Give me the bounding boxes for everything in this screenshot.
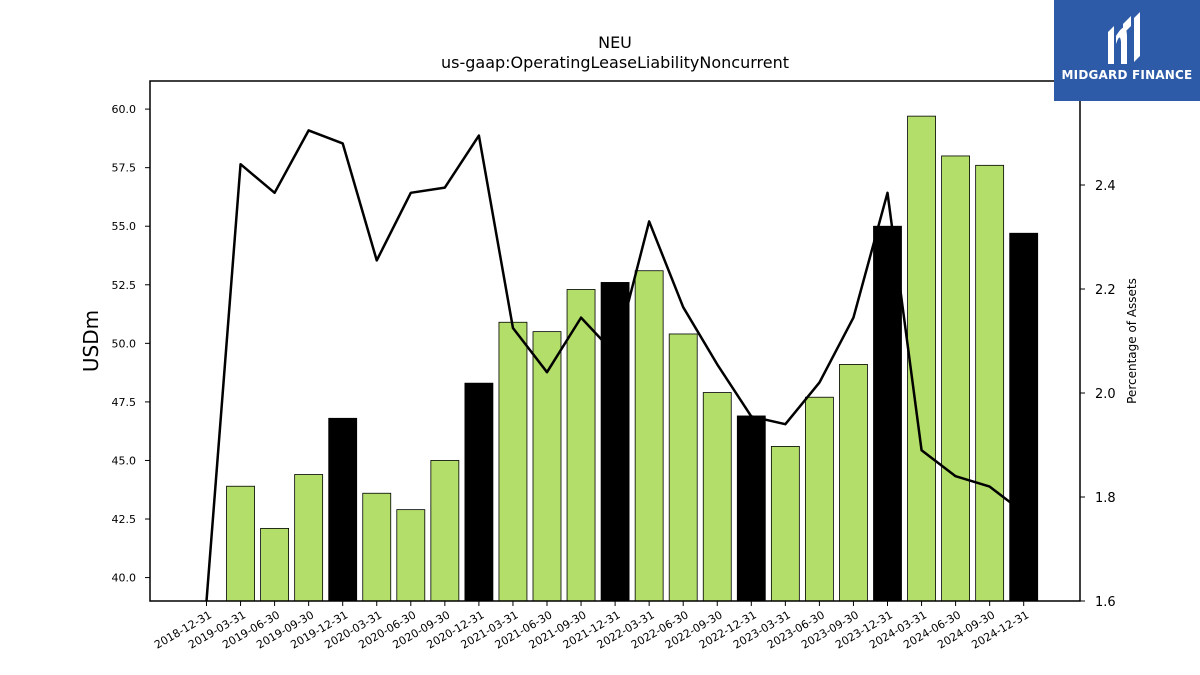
bar-2019-12-31 [328, 417, 358, 602]
y-tick-label: 52.5 [112, 279, 137, 292]
bar-2020-12-31 [464, 382, 494, 602]
bar-2024-09-30 [975, 164, 1005, 602]
chart-title: NEU [598, 33, 632, 52]
y2-axis-label: Percentage of Assets [1125, 278, 1139, 404]
bar-2024-06-30 [941, 155, 970, 602]
bar-2021-03-31 [498, 321, 528, 602]
y-tick-label: 47.5 [112, 396, 137, 409]
y-axis-label: USDm [79, 310, 103, 372]
bar-2022-06-30 [668, 333, 698, 602]
y-tick-label: 50.0 [112, 337, 137, 350]
y2-tick-label: 2.4 [1095, 179, 1116, 194]
y2-tick-label: 2.0 [1095, 387, 1116, 402]
bar-2019-03-31 [226, 485, 255, 602]
x-axis: 2018-12-312019-03-312019-06-302019-09-30… [152, 601, 1031, 652]
chart-subtitle: us-gaap:OperatingLeaseLiabilityNoncurren… [441, 53, 789, 72]
y2-tick-label: 1.6 [1095, 595, 1116, 610]
bar-2023-06-30 [805, 396, 834, 602]
bar-2022-12-31 [736, 415, 766, 602]
y-tick-label: 40.0 [112, 572, 137, 585]
bar-2023-03-31 [770, 446, 800, 602]
bar-2021-06-30 [532, 331, 562, 602]
bar-2024-12-31 [1009, 232, 1039, 602]
bar-2022-09-30 [702, 392, 732, 602]
y2-axis: 1.6 1.8 2.0 2.2 2.4 [1080, 179, 1116, 610]
y2-tick-label: 2.2 [1095, 283, 1116, 298]
bar-2020-03-31 [362, 492, 392, 602]
logo-text: MIDGARD FINANCE [1061, 68, 1193, 82]
y-tick-label: 42.5 [112, 513, 137, 526]
y-tick-label: 60.0 [112, 103, 137, 116]
y-tick-label: 55.0 [112, 220, 137, 233]
y2-tick-label: 1.8 [1095, 491, 1116, 506]
bars-layer [226, 115, 1039, 602]
bar-2019-06-30 [260, 527, 290, 602]
bar-2022-03-31 [634, 270, 664, 602]
y-axis: 40.0 42.5 45.0 47.5 50.0 52.5 55.0 57.5 60.0 [112, 103, 150, 585]
midgard-logo-icon [1108, 12, 1140, 64]
y-tick-label: 45.0 [112, 454, 137, 467]
bar-2023-12-31 [873, 225, 902, 602]
bar-2020-06-30 [396, 509, 426, 602]
brand-logo: MIDGARD FINANCE [1054, 0, 1200, 101]
line-layer [205, 129, 1025, 602]
bar-2024-03-31 [907, 115, 936, 602]
bar-2023-09-30 [839, 364, 868, 602]
bar-2020-09-30 [430, 460, 460, 602]
bar-2019-09-30 [294, 474, 324, 602]
y-tick-label: 57.5 [112, 162, 137, 175]
bar-2021-12-31 [600, 282, 630, 602]
bar-2021-09-30 [566, 289, 596, 602]
